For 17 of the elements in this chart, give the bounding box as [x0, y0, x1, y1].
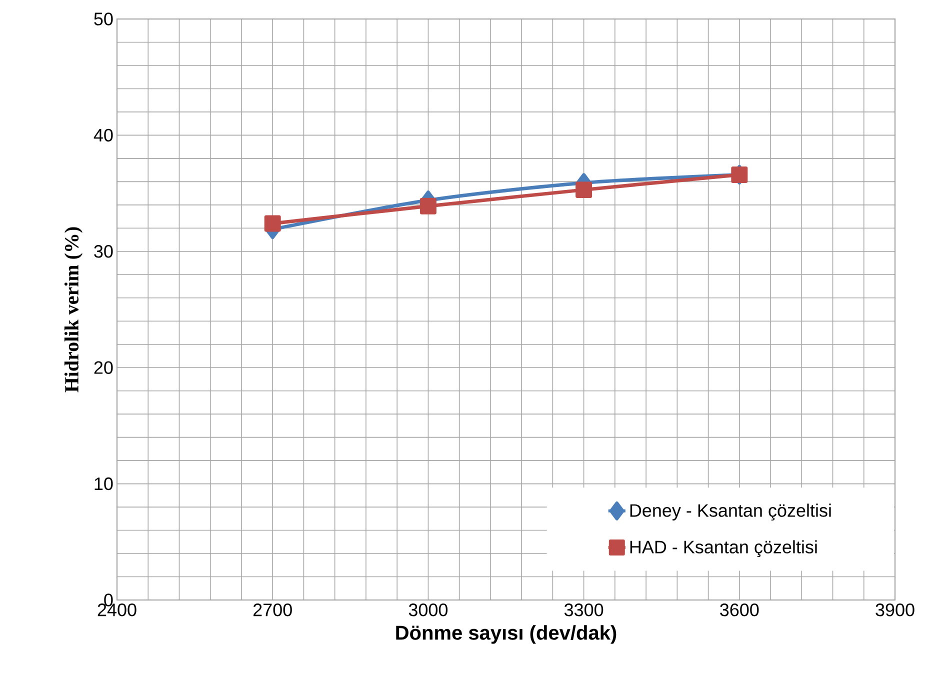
x-tick-label: 3000: [408, 604, 448, 616]
legend-label: Deney - Ksantan çözeltisi: [630, 504, 831, 521]
point: [264, 215, 281, 232]
y-tick-label: 50: [94, 12, 113, 26]
y-axis-title: Hidrolik verim (%): [64, 227, 83, 392]
x-tick-label: 3900: [876, 604, 914, 616]
point: [420, 198, 436, 214]
x-tick-label: 2700: [253, 604, 292, 616]
x-tick-label: 3600: [720, 604, 759, 616]
y-tick-label: 40: [94, 128, 113, 142]
y-tick-label: 20: [94, 361, 113, 374]
x-axis-title: Dönme sayısı (dev/dak): [396, 625, 616, 644]
point: [576, 182, 592, 198]
y-tick-label: 30: [94, 245, 113, 258]
y-tick-label: 10: [94, 477, 113, 490]
legend-label: HAD - Ksantan çözeltisi: [630, 540, 817, 558]
x-tick-label: 3300: [564, 604, 604, 616]
